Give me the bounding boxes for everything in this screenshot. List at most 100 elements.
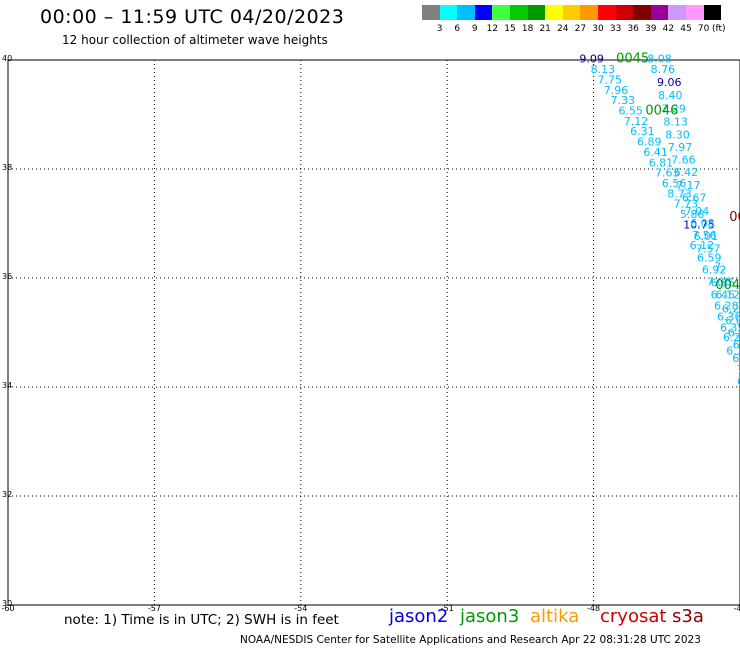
- colorbar-swatch: [615, 5, 634, 20]
- map-title: 00:00 – 11:59 UTC 04/20/2023: [40, 6, 345, 28]
- wave-height-label: 7.63: [655, 167, 680, 180]
- colorbar-swatch: [422, 5, 440, 20]
- wave-height-label: 6.29: [722, 302, 740, 315]
- credit-line: NOAA/NESDIS Center for Satellite Applica…: [240, 634, 701, 646]
- colorbar-unit: (ft): [712, 24, 726, 34]
- wave-height-label: 6.28: [714, 300, 739, 313]
- wave-height-label: 7.17: [676, 179, 701, 192]
- colorbar-swatch: [457, 5, 475, 20]
- wave-height-label: 6.00: [725, 314, 740, 327]
- colorbar-label: 27: [574, 24, 587, 34]
- wave-height-label: 6.26: [723, 331, 740, 344]
- wave-height-label: 6.42: [674, 166, 699, 179]
- lat-tick-label: 30: [2, 599, 12, 608]
- colorbar-swatch: [633, 5, 651, 20]
- map-frame: [7, 59, 740, 606]
- wave-height-label: 8.40: [658, 89, 683, 102]
- colorbar-label: 36: [627, 24, 639, 34]
- colorbar-label: 3: [436, 24, 443, 34]
- wave-height-label: 6.4: [733, 338, 740, 351]
- wave-height-label: 7.73: [674, 198, 699, 211]
- lat-tick-label: 32: [2, 490, 12, 499]
- wave-height-label: 7.12: [624, 115, 649, 128]
- wave-height-label: 5.86: [680, 208, 705, 221]
- wave-height-label: 7.56: [692, 229, 717, 242]
- wave-height-label: 6.9: [732, 352, 740, 365]
- colorbar-label: 45: [680, 24, 692, 34]
- lat-tick-label: 40: [2, 54, 12, 63]
- colorbar-label: 33: [609, 24, 622, 34]
- wave-height-label: 6.81: [649, 156, 674, 169]
- lon-tick-label: -48: [587, 604, 600, 613]
- wave-height-label: 8.08: [647, 53, 672, 66]
- colorbar-swatch: [474, 5, 493, 20]
- wave-height-label: 7.57: [696, 242, 721, 255]
- lon-tick-label: -54: [294, 604, 307, 613]
- colorbar-label: 6: [454, 24, 461, 34]
- wave-height-label: 7.96: [604, 84, 629, 97]
- legend-cryosat: cryosat: [600, 606, 667, 627]
- colorbar-label: 24: [557, 24, 569, 34]
- wave-height-label: 7.66: [671, 154, 696, 167]
- colorbar-swatch: [492, 5, 510, 20]
- colorbar-swatch: [439, 5, 458, 20]
- wave-height-label: 7.06: [707, 276, 732, 289]
- legend-altika: altika: [530, 606, 580, 627]
- pass-time-label: 004: [715, 278, 740, 293]
- lat-tick-label: 38: [2, 163, 12, 172]
- wave-height-label: 6.31: [630, 125, 655, 138]
- wave-height-label: 7.: [714, 260, 725, 273]
- wave-height-label: 6.12: [690, 239, 715, 252]
- colorbar-swatch: [510, 5, 528, 20]
- wave-height-label: 8.73: [667, 187, 692, 200]
- wave-height-label: 6.45: [711, 289, 736, 302]
- colorbar-swatch: [668, 5, 686, 20]
- legend-jason3: jason3: [460, 606, 520, 627]
- legend-jason2: jason2: [389, 606, 449, 627]
- wave-height-label: 6.35: [726, 344, 740, 357]
- lon-tick-label: -57: [148, 604, 161, 613]
- wave-height-label: 6.22: [728, 326, 740, 339]
- wave-height-label: 6.55: [618, 105, 643, 118]
- lon-tick-label: -45: [733, 604, 740, 613]
- colorbar-label: 12: [486, 24, 499, 34]
- wave-height-label: 7.: [737, 363, 740, 376]
- wave-height-label: 7.33: [611, 94, 636, 107]
- colorbar-label: 21: [539, 24, 551, 34]
- pass-time-label: 00: [729, 210, 740, 225]
- colorbar-label: 15: [504, 24, 516, 34]
- colorbar-swatch: [562, 5, 581, 20]
- lat-tick-label: 34: [2, 381, 12, 390]
- wave-height-label: 6.01: [694, 230, 719, 243]
- wave-height-label: 8.13: [663, 115, 688, 128]
- pass-time-label: 0046: [645, 104, 678, 119]
- colorbar-swatch: [545, 5, 563, 20]
- wave-height-label: 6.: [737, 375, 740, 388]
- wave-height-label: 7.04: [685, 205, 710, 218]
- colorbar-label: 30: [592, 24, 604, 34]
- wave-height-label: 6.08: [690, 217, 715, 230]
- colorbar-swatch: [703, 5, 722, 20]
- legend-s3a: s3a: [672, 606, 704, 627]
- wave-height-label: 10.75: [683, 218, 715, 231]
- lon-tick-label: -60: [1, 604, 14, 613]
- wave-height-label: 6.92: [702, 264, 727, 277]
- colorbar-swatch: [527, 5, 546, 20]
- colorbar-label: 9: [471, 24, 478, 34]
- colorbar-swatch: [580, 5, 598, 20]
- wave-height-label: 7.97: [668, 141, 693, 154]
- wave-height-label: 6.12: [716, 289, 740, 302]
- wave-height-label: 6.36: [717, 311, 740, 324]
- wave-height-label: 7.75: [597, 73, 622, 86]
- wave-height-label: 6.59: [697, 252, 722, 265]
- wave-height-label: 9.06: [657, 76, 682, 89]
- map-subtitle: 12 hour collection of altimeter wave hei…: [62, 33, 328, 47]
- wave-height-label: 9.09: [579, 53, 604, 66]
- footer-note: note: 1) Time is in UTC; 2) SWH is in fe…: [64, 612, 339, 628]
- wave-height-label: 8.13: [591, 63, 616, 76]
- colorbar-label: 18: [521, 24, 534, 34]
- colorbar-swatch: [598, 5, 616, 20]
- wave-height-label: 7.29: [661, 102, 686, 115]
- wave-height-label: 6.67: [682, 192, 707, 205]
